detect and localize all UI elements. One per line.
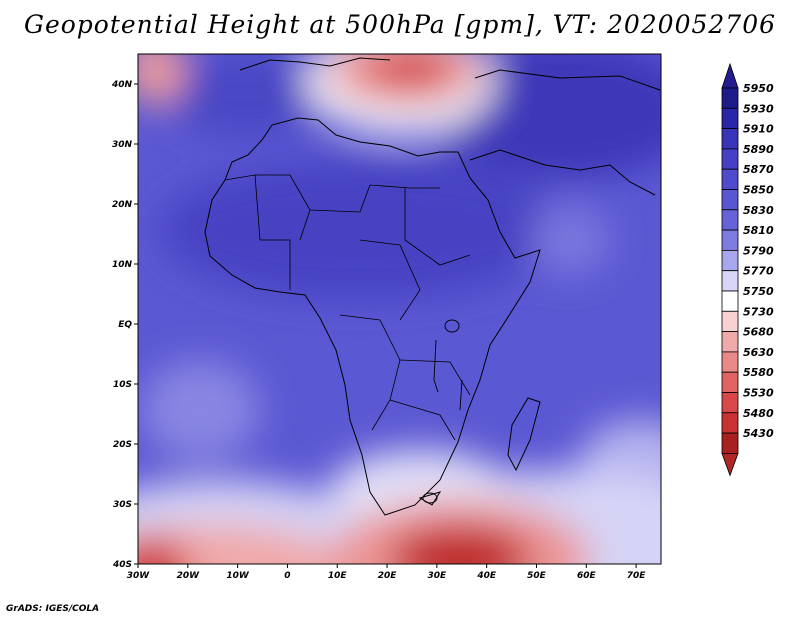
legend-label: 5890 (743, 143, 774, 156)
legend-swatch (721, 128, 739, 150)
lon-tick-label: 30W (127, 571, 151, 581)
lon-tick-label: 10W (226, 571, 250, 581)
legend-swatch (721, 290, 739, 312)
lat-tick-label: 20S (113, 440, 132, 450)
legend-label: 5630 (743, 346, 774, 359)
height-field (138, 54, 661, 564)
legend-swatch (721, 107, 739, 130)
lon-tick-label: 0 (284, 571, 290, 581)
legend-label: 5930 (743, 102, 774, 115)
country-borders (224, 174, 471, 441)
legend-swatch (721, 392, 739, 414)
lon-tick-label: 50E (527, 571, 547, 581)
legend-swatch (721, 249, 739, 272)
legend-label: 5730 (743, 305, 774, 318)
legend-label: 5680 (743, 326, 774, 339)
legend-max-arrow (721, 62, 739, 89)
legend-swatch (721, 310, 739, 332)
latitude-axis: 40N 30N 20N 10N EQ 10S 20S 30S 40S (111, 80, 138, 570)
legend-swatch (721, 351, 739, 373)
lat-tick-label: 20N (112, 200, 133, 210)
longitude-axis: 30W 20W 10W 0 10E 20E 30E 40E 50E 60E 70E (127, 564, 647, 581)
color-legend: 5950 5930 5910 5890 5870 5850 5830 5810 5790 5770… (721, 62, 774, 477)
map-title: Geopotential Height at 500hPa [gpm], VT:… (23, 10, 777, 39)
legend-label: 5810 (743, 224, 774, 237)
legend-label: 5790 (743, 244, 774, 257)
lon-tick-label: 10E (328, 571, 348, 581)
lon-tick-label: 20W (177, 571, 201, 581)
legend-label: 5910 (743, 123, 774, 136)
lat-tick-label: 30S (113, 500, 132, 510)
lon-tick-label: 20E (378, 571, 398, 581)
legend-swatch (721, 189, 739, 211)
legend-swatch (721, 331, 739, 353)
map-frame (137, 53, 662, 565)
legend-swatch (721, 371, 739, 393)
legend-label: 5770 (743, 265, 774, 278)
legend-label: 5480 (743, 407, 774, 420)
legend-label: 5750 (743, 285, 774, 298)
legend-label: 5950 (743, 82, 774, 95)
lon-tick-label: 40E (476, 571, 497, 581)
coastlines (204, 57, 661, 516)
legend-swatch (721, 87, 739, 109)
legend-min-arrow (721, 452, 739, 477)
lat-tick-label: 10N (112, 260, 133, 270)
legend-label: 5870 (743, 163, 774, 176)
legend-swatch (721, 148, 739, 170)
legend-swatch (721, 270, 739, 292)
lat-tick-label: 40S (112, 560, 132, 570)
credit-label: GrADS: IGES/COLA (6, 604, 100, 614)
legend-swatch (721, 229, 739, 251)
legend-swatch (721, 209, 739, 231)
lon-tick-label: 70E (627, 571, 647, 581)
legend-label: 5430 (743, 427, 774, 440)
lat-tick-label: 40N (111, 80, 133, 90)
lon-tick-label: 30E (428, 571, 448, 581)
lat-tick-label: EQ (118, 320, 132, 330)
legend-label: 5830 (743, 204, 774, 217)
lakes (422, 319, 463, 504)
lat-tick-label: 30N (112, 140, 133, 150)
legend-swatch (721, 412, 739, 434)
lat-tick-label: 10S (113, 380, 132, 390)
legend-label: 5580 (743, 366, 774, 379)
lon-tick-label: 60E (577, 571, 597, 581)
legend-label: 5530 (743, 387, 774, 400)
legend-swatch (721, 432, 739, 454)
legend-swatch (721, 168, 739, 190)
legend-label: 5850 (743, 184, 774, 197)
